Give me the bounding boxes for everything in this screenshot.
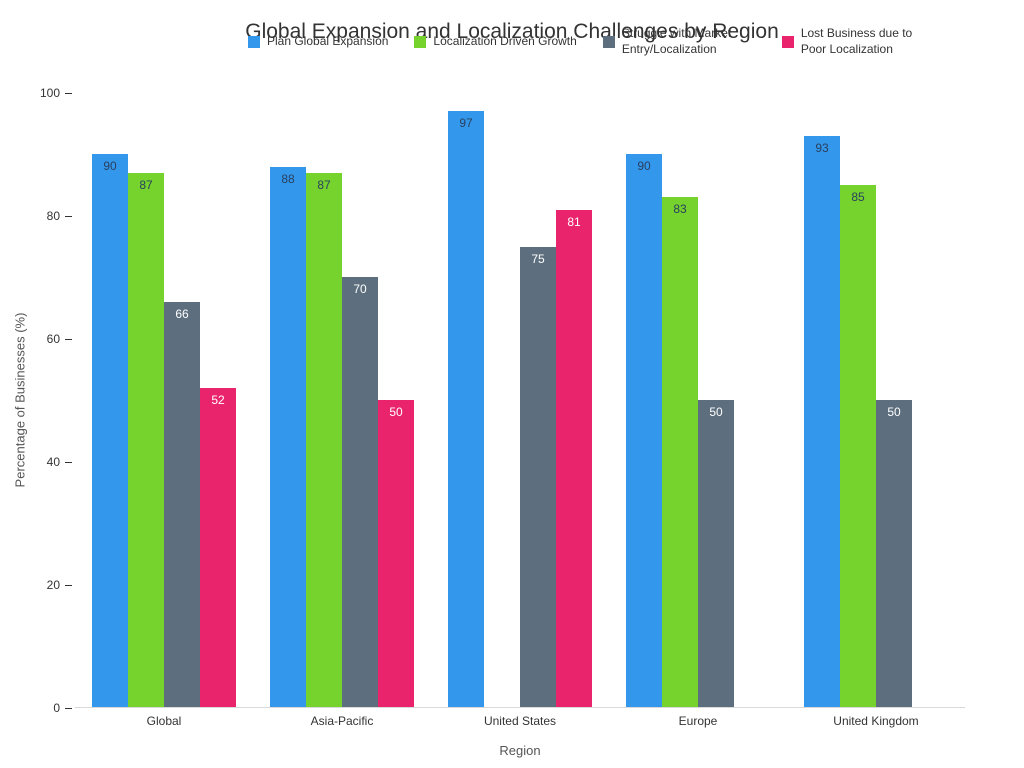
y-tick: 20 bbox=[47, 578, 72, 592]
y-tick: 100 bbox=[40, 86, 72, 100]
bar-group: 97 75 81 bbox=[431, 93, 609, 707]
bar-value-label: 75 bbox=[531, 251, 545, 266]
legend-label: Localization Driven Growth bbox=[433, 33, 577, 48]
y-tick: 40 bbox=[47, 455, 72, 469]
bar-value-label: 88 bbox=[281, 171, 295, 186]
y-tick: 0 bbox=[53, 701, 72, 715]
y-tick-label: 80 bbox=[46, 209, 60, 223]
tick-mark bbox=[65, 584, 72, 586]
bar: 70 bbox=[342, 277, 378, 707]
bar-value-label: 93 bbox=[815, 140, 829, 155]
bar-value-label: 52 bbox=[211, 392, 225, 407]
legend-item[interactable]: Lost Business due to Poor Localization bbox=[781, 26, 935, 57]
bar-value-label: 85 bbox=[851, 190, 865, 205]
bar: 85 bbox=[840, 185, 876, 707]
bar: 93 bbox=[804, 135, 840, 707]
bar-value-label: 97 bbox=[459, 116, 473, 131]
bar-value-label: 87 bbox=[317, 177, 331, 192]
x-tick-label: United Kingdom bbox=[833, 714, 919, 728]
x-tick-label: United States bbox=[483, 714, 557, 728]
bar-value-label: 66 bbox=[175, 306, 189, 321]
bar-value-label: 50 bbox=[887, 405, 901, 419]
bar-value-label: 50 bbox=[389, 405, 403, 419]
bar-value-label: 90 bbox=[637, 159, 651, 174]
legend: Plan Global Expansion Localization Driven… bbox=[248, 26, 935, 57]
bar-group: 90 83 50 bbox=[609, 93, 787, 707]
legend-label: Struggle with Market Entry/Localization bbox=[621, 26, 732, 56]
bar: 87 bbox=[306, 172, 342, 707]
chart-title: Global Expansion and Localization Challe… bbox=[245, 20, 779, 43]
legend-item[interactable]: Struggle with Market Entry/Localization bbox=[602, 26, 756, 57]
y-tick-label: 100 bbox=[39, 86, 60, 100]
legend-swatch-icon bbox=[414, 35, 427, 48]
y-tick-label: 0 bbox=[53, 701, 60, 715]
legend-swatch-icon bbox=[781, 35, 794, 48]
legend-label: Lost Business due to Poor Localization bbox=[800, 26, 913, 56]
bar: 50 bbox=[876, 400, 912, 707]
y-tick: 80 bbox=[47, 209, 72, 223]
bar-value-label: 70 bbox=[353, 282, 367, 297]
y-tick-label: 40 bbox=[46, 455, 60, 469]
x-tick-label: Europe bbox=[678, 714, 718, 728]
plot-area: 90 87 66 52 88 87 70 50 97 75 81 90 83 50 93 85 50 bbox=[75, 93, 965, 708]
bar: 83 bbox=[662, 197, 698, 707]
tick-mark bbox=[65, 92, 72, 94]
tick-mark bbox=[65, 707, 72, 709]
bar-group: 88 87 70 50 bbox=[253, 93, 431, 707]
bar: 81 bbox=[556, 209, 592, 707]
legend-swatch-icon bbox=[602, 35, 615, 48]
bar: 87 bbox=[128, 172, 164, 707]
bar-value-label: 50 bbox=[709, 405, 723, 419]
tick-mark bbox=[65, 461, 72, 463]
bar: 75 bbox=[520, 246, 556, 707]
tick-mark bbox=[65, 338, 72, 340]
bar-value-label: 87 bbox=[139, 177, 153, 192]
bar: 97 bbox=[448, 111, 484, 707]
bar: 66 bbox=[164, 301, 200, 707]
y-tick-label: 60 bbox=[46, 332, 60, 346]
bar-value-label: 83 bbox=[673, 202, 687, 217]
y-axis: 0 20 40 60 80 100 bbox=[0, 86, 72, 715]
bar: 88 bbox=[270, 166, 306, 707]
bar-value-label: 90 bbox=[103, 159, 117, 174]
legend-label: Plan Global Expansion bbox=[267, 33, 389, 48]
x-axis-ticks: Global Asia-Pacific United States Europe Uni… bbox=[75, 714, 965, 732]
y-tick-label: 20 bbox=[46, 578, 60, 592]
bar-group: 90 87 66 52 bbox=[75, 93, 253, 707]
legend-swatch-icon bbox=[248, 35, 260, 48]
bar: 90 bbox=[626, 154, 662, 707]
legend-item[interactable]: Plan Global Expansion bbox=[248, 34, 388, 50]
bar-group: 93 85 50 bbox=[787, 93, 965, 707]
bar: 50 bbox=[378, 400, 414, 707]
x-axis-title: Region bbox=[499, 743, 541, 758]
y-tick: 60 bbox=[47, 332, 72, 346]
tick-mark bbox=[65, 215, 72, 217]
x-tick-label: Asia-Pacific bbox=[310, 714, 374, 728]
bar: 52 bbox=[200, 387, 236, 707]
bar: 90 bbox=[92, 154, 128, 707]
bar-value-label: 81 bbox=[567, 214, 581, 229]
bar: 50 bbox=[698, 400, 734, 707]
legend-item[interactable]: Localization Driven Growth bbox=[414, 33, 577, 50]
x-tick-label: Global bbox=[146, 714, 182, 728]
